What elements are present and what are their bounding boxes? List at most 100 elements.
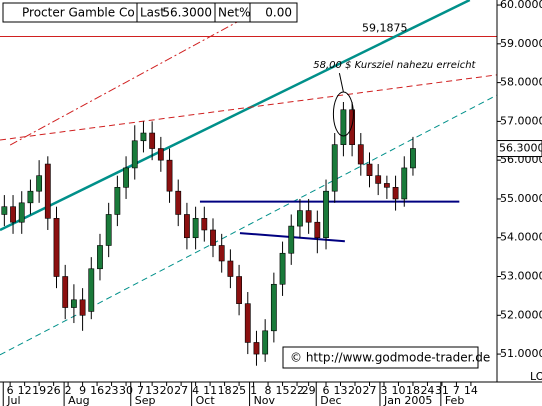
x-tick-label: 18: [218, 384, 232, 397]
x-tick-label: 11: [203, 384, 217, 397]
x-tick-label: 2: [65, 384, 72, 397]
candle-body: [166, 159, 173, 192]
candle-body: [44, 163, 51, 219]
x-tick-label: 6: [323, 384, 330, 397]
x-tick-label: 20: [348, 384, 362, 397]
x-tick-label: 19: [32, 384, 46, 397]
header-last-label: Last: [140, 6, 165, 20]
candle-body: [10, 206, 16, 223]
x-tick-label: 13: [334, 384, 348, 397]
x-tick-label: 4: [192, 384, 199, 397]
candle-body: [114, 187, 121, 215]
candle-body: [366, 163, 373, 176]
candle-body: [270, 283, 277, 332]
x-tick-label: 7: [453, 384, 460, 397]
annotation: 58,00 $ Kursziel nahezu erreicht: [313, 60, 476, 71]
x-tick-label: 26: [47, 384, 61, 397]
resistance-label: 59,1875: [362, 22, 408, 35]
candle-body: [392, 187, 399, 200]
candle-body: [62, 276, 69, 308]
x-tick-label: 12: [18, 384, 32, 397]
annotation-leader: [338, 73, 344, 93]
candle-body: [105, 214, 112, 246]
trendline: [0, 0, 471, 232]
month-label: Aug: [68, 394, 89, 406]
candle-body: [184, 214, 190, 239]
month-label: Jul: [6, 394, 20, 406]
last-price-label: 56.3000: [499, 142, 542, 155]
x-tick-label: 31: [435, 384, 449, 397]
candle-body: [97, 245, 103, 270]
candle-body: [131, 140, 138, 169]
candle-body: [383, 183, 390, 188]
candle-body: [1, 206, 8, 215]
x-tick-label: 27: [362, 384, 376, 397]
candle-body: [201, 218, 208, 231]
x-tick-label: 22: [290, 384, 304, 397]
x-tick-label: 16: [90, 384, 104, 397]
x-tick-label: 27: [174, 384, 188, 397]
header-box: Procter Gamble Co Last 56.3000 Net% 0.00: [2, 2, 298, 23]
x-tick-label: 8: [265, 384, 272, 397]
candle-body: [288, 225, 295, 254]
y-tick-label: 51.0000: [500, 347, 542, 360]
header-net: 0.00: [265, 6, 292, 20]
header-frame: [2, 2, 298, 23]
candle-body: [140, 132, 147, 142]
x-tick-label: 14: [464, 384, 478, 397]
candle-body: [323, 190, 329, 239]
trendline: [9, 14, 251, 146]
candle-body: [175, 190, 182, 215]
y-tick-label: 59.0000: [500, 37, 542, 50]
x-tick-label: 7: [137, 384, 144, 397]
x-tick-label: 3: [380, 384, 387, 397]
candle-body: [410, 148, 416, 169]
candle-body: [340, 109, 347, 145]
x-tick-label: 20: [160, 384, 174, 397]
x-tick-label: 29: [302, 384, 316, 397]
candle-body: [253, 342, 260, 355]
candle-body: [88, 268, 95, 312]
copyright-frame: [282, 346, 479, 369]
x-tick-label: 15: [276, 384, 290, 397]
candle-body: [149, 132, 156, 149]
candle-body: [357, 144, 364, 165]
candle-body: [157, 148, 164, 161]
y-tick-label: 57.0000: [500, 114, 542, 127]
copyright: © http://www.godmode-trader.de: [290, 351, 490, 365]
candle-body: [297, 210, 303, 227]
candle-body: [123, 167, 129, 188]
candle-body: [36, 175, 43, 192]
x-tick-label: 30: [119, 384, 133, 397]
plot-area: [0, 0, 497, 366]
y-tick-label: 52.0000: [500, 308, 542, 321]
y-axis-note: LO: [530, 370, 542, 383]
header-net-label: Net%: [218, 6, 250, 20]
candle-body: [401, 167, 408, 200]
candle-body: [244, 303, 251, 343]
candle-body: [79, 299, 86, 316]
candle-body: [210, 229, 216, 246]
x-tick-label: 13: [145, 384, 159, 397]
candle-body: [53, 218, 60, 277]
candle-body: [227, 260, 234, 277]
month-label: Jan 2005: [383, 394, 432, 406]
copyright-box: © http://www.godmode-trader.de: [282, 346, 490, 369]
trendline: [0, 74, 497, 141]
candle-body: [314, 221, 321, 239]
month-label: Oct: [196, 394, 216, 406]
candle-body: [305, 210, 312, 223]
x-tick-label: 25: [232, 384, 246, 397]
x-tick-label: 1: [250, 384, 257, 397]
candle-body: [70, 299, 77, 308]
y-tick-label: 60.0000: [500, 0, 542, 11]
candle-body: [262, 330, 269, 355]
candle-body: [279, 252, 286, 285]
candle-body: [236, 276, 242, 304]
candle-body: [192, 218, 199, 239]
y-tick-label: 54.0000: [500, 231, 542, 244]
month-label: Feb: [445, 394, 464, 406]
x-tick-label: 24: [420, 384, 434, 397]
